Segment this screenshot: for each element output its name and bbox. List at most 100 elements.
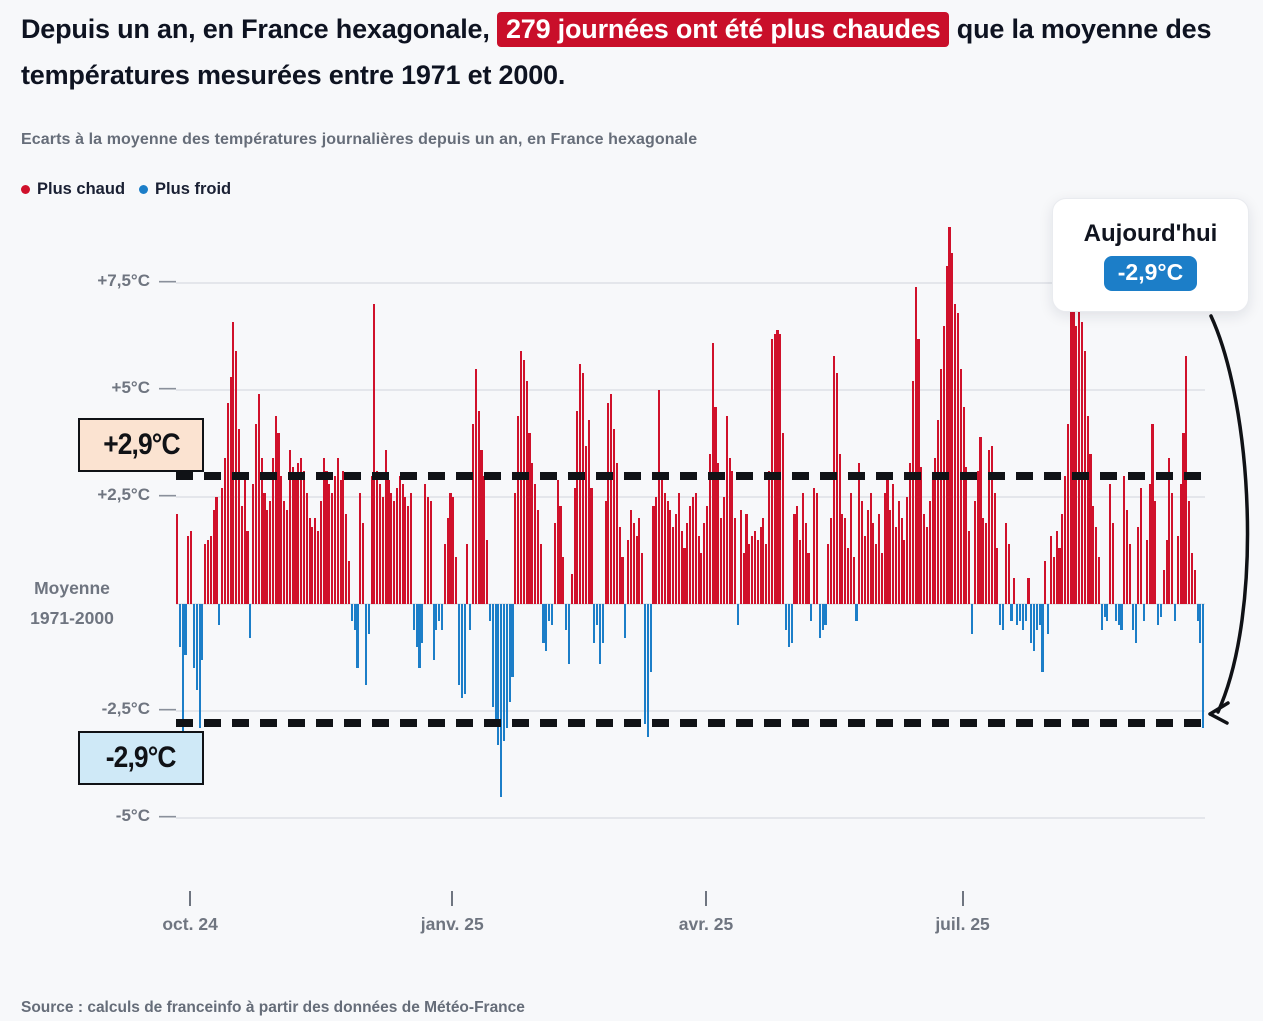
bar-day-277[interactable]: [956, 312, 960, 604]
bar-day-289[interactable]: [990, 445, 993, 604]
bar-day-65[interactable]: [359, 492, 362, 604]
bar-day-296[interactable]: [1010, 604, 1013, 622]
bar-day-168[interactable]: [649, 604, 652, 673]
bar-day-35[interactable]: [274, 415, 277, 604]
bar-day-362[interactable]: [1196, 604, 1199, 622]
bar-day-87[interactable]: [421, 604, 424, 643]
bar-day-63[interactable]: [353, 604, 356, 630]
bar-day-244[interactable]: [863, 535, 866, 604]
bar-day-349[interactable]: [1159, 604, 1162, 617]
bar-day-45[interactable]: [302, 471, 305, 604]
bar-day-270[interactable]: [937, 419, 940, 604]
bar-day-90[interactable]: [429, 501, 432, 604]
bar-day-160[interactable]: [627, 539, 630, 604]
bar-day-137[interactable]: [562, 556, 565, 604]
bar-day-151[interactable]: [601, 604, 604, 643]
bar-day-361[interactable]: [1193, 569, 1196, 604]
bar-day-26[interactable]: [249, 604, 252, 639]
bar-day-41[interactable]: [291, 467, 294, 604]
bar-day-284[interactable]: [976, 471, 979, 604]
bar-day-176[interactable]: [672, 526, 675, 604]
bar-day-93[interactable]: [438, 604, 441, 622]
bar-day-229[interactable]: [821, 604, 824, 630]
bar-day-100[interactable]: [457, 604, 461, 686]
bar-day-331[interactable]: [1109, 484, 1112, 604]
bar-day-103[interactable]: [466, 544, 469, 604]
bar-day-82[interactable]: [407, 505, 410, 604]
bar-day-237[interactable]: [844, 518, 847, 604]
bar-day-86[interactable]: [418, 604, 421, 669]
bar-day-78[interactable]: [395, 488, 398, 604]
bar-day-128[interactable]: [536, 509, 539, 604]
bar-day-189[interactable]: [708, 454, 711, 604]
bar-day-112[interactable]: [491, 604, 494, 707]
bar-day-220[interactable]: [796, 505, 799, 604]
bar-day-329[interactable]: [1103, 604, 1106, 617]
bar-day-144[interactable]: [581, 372, 585, 604]
bar-day-1[interactable]: [178, 604, 181, 647]
bar-day-83[interactable]: [409, 492, 413, 604]
bar-day-339[interactable]: [1131, 604, 1134, 630]
bar-day-211[interactable]: [770, 338, 773, 604]
bar-day-77[interactable]: [393, 501, 396, 604]
bar-day-167[interactable]: [646, 604, 649, 737]
bar-day-58[interactable]: [339, 479, 342, 604]
bar-day-199[interactable]: [737, 604, 740, 626]
bar-day-61[interactable]: [347, 561, 351, 604]
bar-day-142[interactable]: [576, 411, 579, 604]
bar-day-269[interactable]: [934, 458, 937, 604]
bar-day-321[interactable]: [1080, 321, 1084, 604]
bar-day-105[interactable]: [472, 424, 475, 604]
bar-day-249[interactable]: [877, 514, 881, 604]
bar-day-81[interactable]: [404, 497, 407, 604]
bar-day-271[interactable]: [939, 368, 943, 604]
bar-day-85[interactable]: [415, 604, 418, 647]
bar-day-15[interactable]: [218, 604, 221, 626]
bar-day-99[interactable]: [455, 556, 458, 604]
bar-day-352[interactable]: [1168, 458, 1171, 604]
bar-day-154[interactable]: [610, 394, 613, 604]
bar-day-332[interactable]: [1111, 522, 1115, 604]
bar-day-136[interactable]: [559, 505, 562, 604]
bar-day-263[interactable]: [917, 338, 920, 604]
bar-day-324[interactable]: [1089, 454, 1092, 604]
bar-day-2[interactable]: [181, 604, 184, 733]
bar-day-212[interactable]: [773, 334, 776, 604]
bar-day-3[interactable]: [184, 604, 187, 656]
bar-day-25[interactable]: [246, 531, 249, 604]
bar-day-98[interactable]: [452, 497, 455, 604]
bar-day-185[interactable]: [697, 535, 700, 604]
bar-day-225[interactable]: [810, 604, 813, 622]
bar-day-348[interactable]: [1157, 604, 1160, 626]
bar-day-39[interactable]: [285, 509, 289, 604]
bar-day-297[interactable]: [1013, 578, 1016, 604]
bar-day-31[interactable]: [263, 492, 266, 604]
bar-day-11[interactable]: [207, 539, 210, 604]
bar-day-172[interactable]: [660, 475, 663, 604]
bar-day-182[interactable]: [689, 505, 692, 604]
bar-day-80[interactable]: [401, 484, 404, 604]
bar-day-253[interactable]: [889, 509, 892, 604]
bar-day-74[interactable]: [384, 449, 387, 604]
bar-day-246[interactable]: [869, 492, 872, 604]
bar-day-155[interactable]: [612, 428, 616, 604]
bar-day-292[interactable]: [999, 604, 1002, 626]
bar-day-202[interactable]: [745, 514, 748, 604]
bar-day-210[interactable]: [768, 471, 771, 604]
bar-day-170[interactable]: [655, 497, 658, 604]
bar-day-33[interactable]: [269, 501, 272, 604]
bar-day-79[interactable]: [398, 475, 401, 604]
bar-day-330[interactable]: [1106, 604, 1109, 622]
bar-day-183[interactable]: [691, 497, 695, 604]
bar-day-115[interactable]: [500, 604, 503, 797]
bar-day-104[interactable]: [469, 604, 472, 630]
bar-day-302[interactable]: [1027, 578, 1030, 604]
bar-day-194[interactable]: [722, 497, 726, 604]
bar-day-234[interactable]: [835, 372, 838, 604]
bar-day-67[interactable]: [364, 604, 367, 686]
bar-day-191[interactable]: [714, 407, 717, 604]
bar-day-169[interactable]: [652, 505, 655, 604]
bar-day-140[interactable]: [570, 574, 573, 604]
bar-day-123[interactable]: [522, 360, 525, 604]
bar-day-285[interactable]: [979, 437, 982, 604]
